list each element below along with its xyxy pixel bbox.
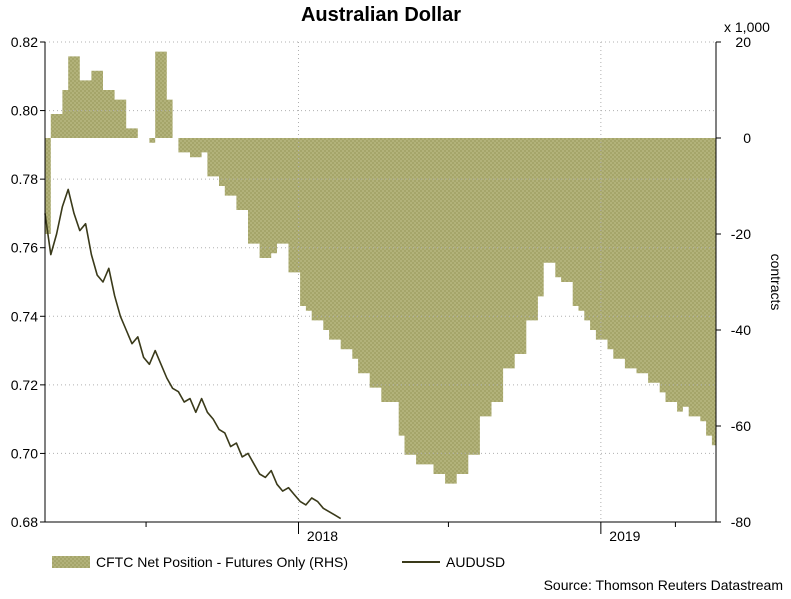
right-axis-tick-label: -40 — [731, 322, 751, 338]
legend-area-swatch — [52, 556, 90, 568]
left-axis-tick-label: 0.70 — [11, 445, 38, 461]
right-axis-tick-label: -20 — [731, 226, 751, 242]
legend-area-label: CFTC Net Position - Futures Only (RHS) — [96, 554, 348, 570]
left-axis-tick-label: 0.78 — [11, 171, 38, 187]
legend: CFTC Net Position - Futures Only (RHS) A… — [52, 554, 505, 570]
source-note: Source: Thomson Reuters Datastream — [544, 577, 783, 593]
x-axis-tick-label: 2018 — [307, 528, 338, 544]
left-axis-tick-label: 0.76 — [11, 240, 38, 256]
left-axis-tick-label: 0.74 — [11, 308, 38, 324]
right-axis-tick-label: 0 — [743, 130, 751, 146]
right-axis-label: contracts — [768, 254, 784, 311]
legend-line-label: AUDUSD — [446, 554, 505, 570]
chart-title: Australian Dollar — [301, 4, 461, 26]
x-axis-tick-label: 2019 — [609, 528, 640, 544]
left-axis-tick-label: 0.80 — [11, 103, 38, 119]
right-axis-tick-label: -60 — [731, 418, 751, 434]
right-axis-multiplier: x 1,000 — [724, 19, 770, 35]
left-axis-tick-label: 0.72 — [11, 377, 38, 393]
left-axis-tick-label: 0.68 — [11, 514, 38, 530]
plot-area: 0.82 0.80 0.78 0.76 0.74 0.72 0.70 0.68 20 0 -20 -4… — [11, 34, 751, 544]
audusd-line — [44, 188, 342, 520]
right-axis-tick-label: 20 — [735, 34, 751, 50]
left-axis-tick-label: 0.82 — [11, 34, 38, 50]
cftc-net-position-area — [45, 51, 716, 484]
right-axis-tick-label: -80 — [731, 514, 751, 530]
